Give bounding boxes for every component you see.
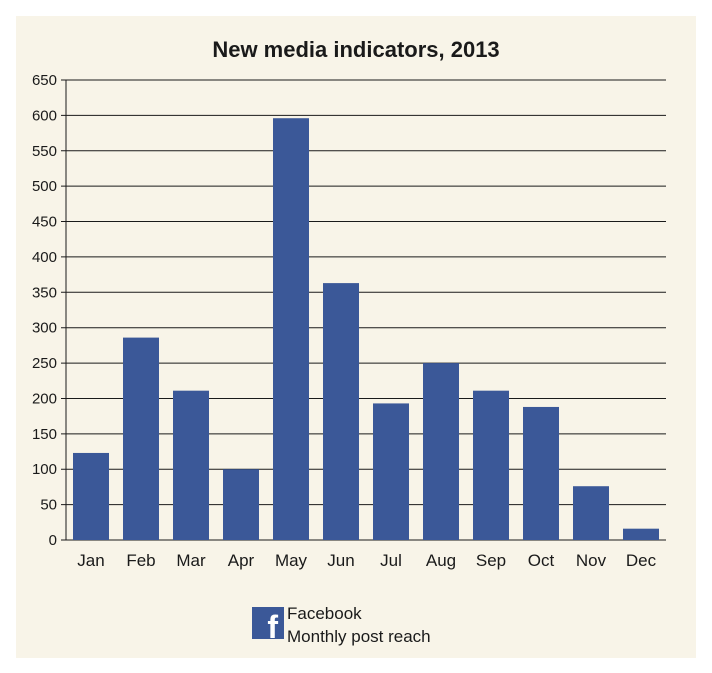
x-tick-label: Feb	[126, 551, 155, 570]
x-tick-label: Jan	[77, 551, 104, 570]
bar-sep	[473, 390, 509, 540]
bar-oct	[523, 406, 559, 540]
y-tick-label: 450	[32, 214, 57, 231]
legend-label: Facebook Monthly post reach	[287, 602, 431, 648]
y-tick-label: 0	[49, 532, 57, 549]
y-tick-label: 150	[32, 426, 57, 443]
x-tick-label: Dec	[626, 551, 657, 570]
y-tick-label: 500	[32, 178, 57, 195]
y-tick-label: 550	[32, 143, 57, 160]
x-tick-label: Nov	[576, 551, 607, 570]
x-tick-label: Mar	[176, 551, 206, 570]
facebook-icon: f	[252, 607, 284, 643]
x-tick-label: Jul	[380, 551, 402, 570]
x-tick-label: May	[275, 551, 308, 570]
y-tick-label: 200	[32, 390, 57, 407]
y-tick-label: 400	[32, 249, 57, 266]
y-tick-label: 650	[32, 72, 57, 89]
bar-jul	[373, 403, 409, 540]
bar-mar	[173, 390, 209, 540]
legend-line-1: Facebook	[287, 604, 362, 623]
bar-aug	[423, 363, 459, 540]
x-tick-label: Aug	[426, 551, 456, 570]
bar-jan	[73, 452, 109, 540]
bar-chart: 0 50 100 150 200 250 300 350 400 450 500 550 600 650 J…	[32, 72, 666, 570]
y-tick-label: 350	[32, 284, 57, 301]
legend-line-2: Monthly post reach	[287, 627, 431, 646]
chart-title: New media indicators, 2013	[212, 37, 500, 62]
bar-nov	[573, 486, 609, 540]
y-tick-label: 100	[32, 461, 57, 478]
x-tick-label: Oct	[528, 551, 555, 570]
chart-panel: New media indicators, 2013 0 50 100 150 200 2…	[16, 16, 696, 658]
y-tick-label: 250	[32, 355, 57, 372]
bar-apr	[223, 469, 259, 540]
bar-feb	[123, 337, 159, 540]
y-tick-label: 50	[40, 497, 57, 514]
x-tick-label: Jun	[327, 551, 354, 570]
y-tick-label: 300	[32, 320, 57, 337]
bar-may	[273, 118, 309, 540]
x-tick-label: Sep	[476, 551, 506, 570]
bar-dec	[623, 528, 659, 540]
y-tick-label: 600	[32, 107, 57, 124]
legend: f Facebook Monthly post reach	[252, 602, 431, 648]
x-tick-label: Apr	[228, 551, 255, 570]
bar-jun	[323, 283, 359, 540]
